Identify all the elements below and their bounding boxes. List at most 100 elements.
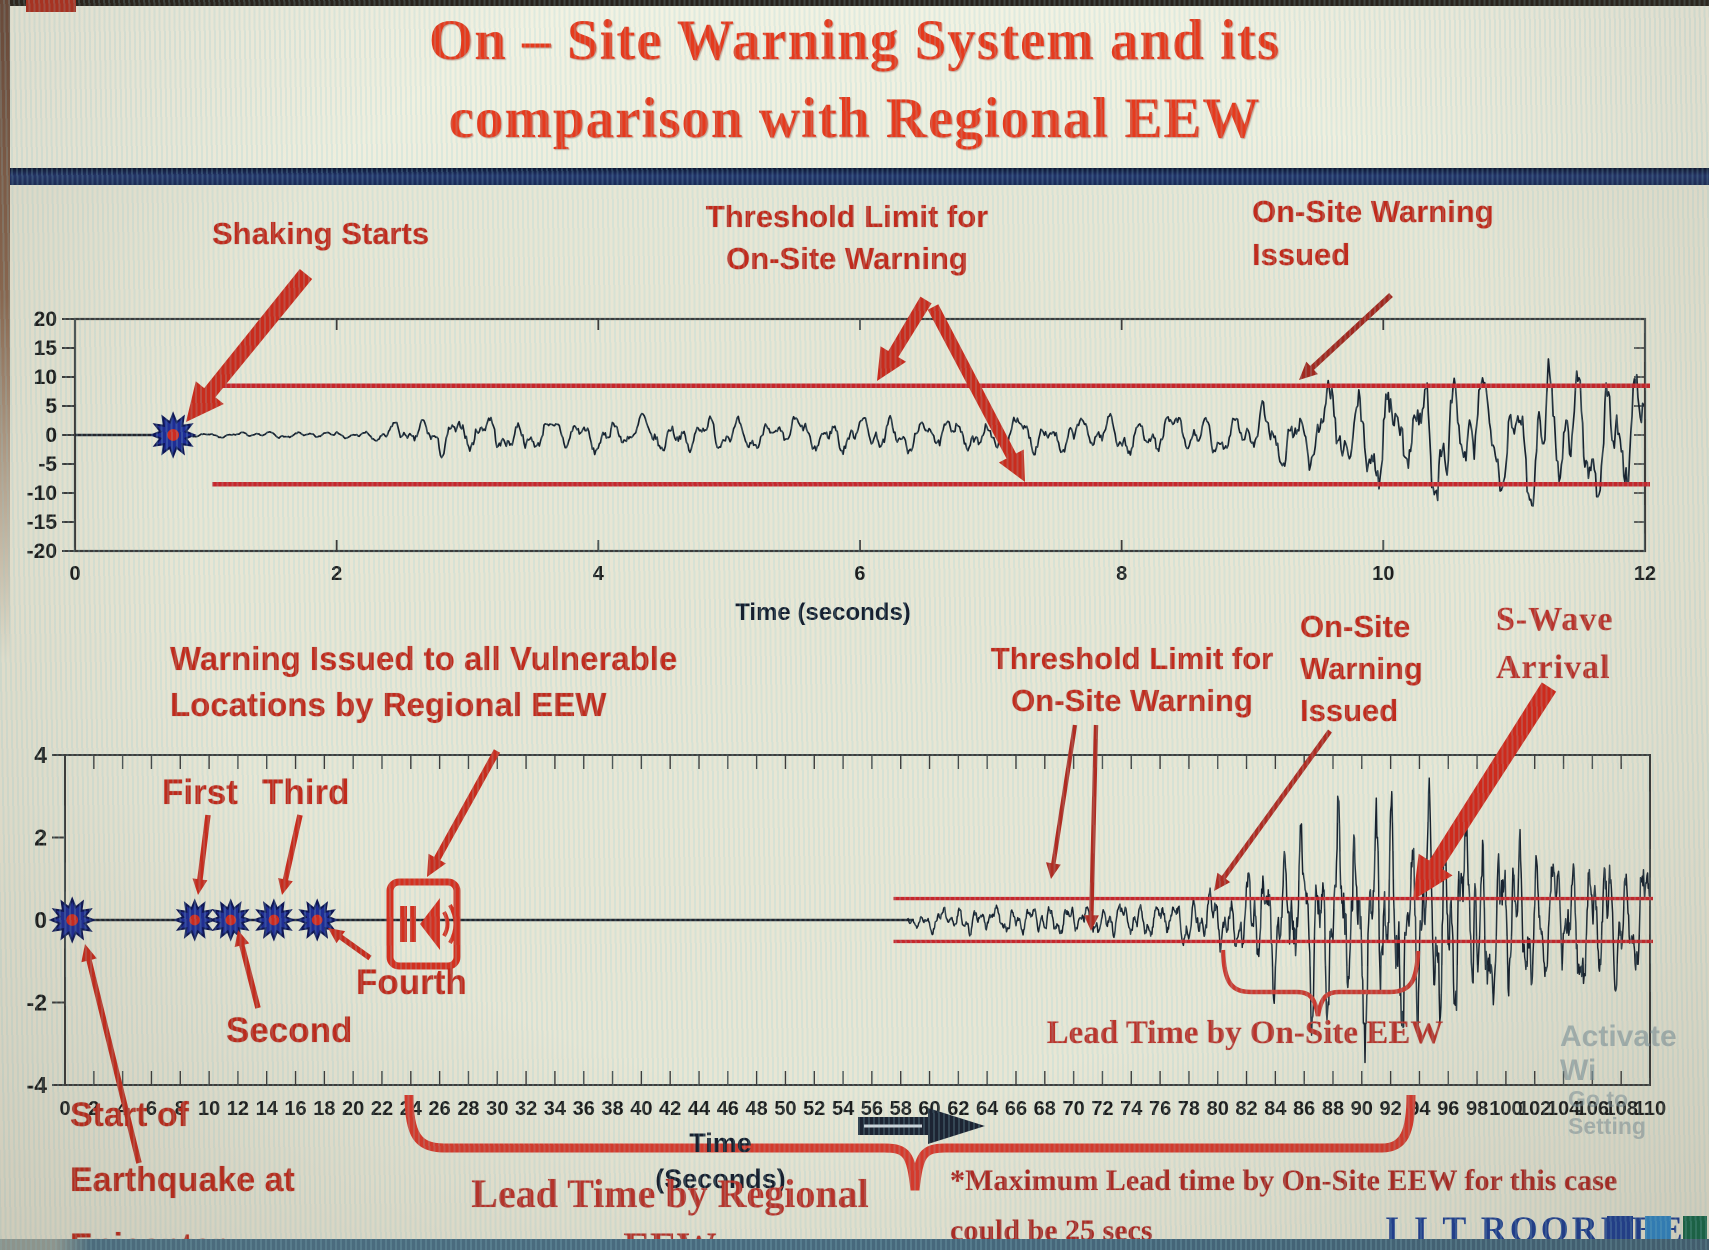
photo-edge-left [0,0,10,660]
tick-label: 104 [1547,1098,1581,1120]
label-onsite-issued-bottom: On-Site Warning Issued [1300,609,1423,728]
label-shaking-starts: Shaking Starts [212,216,430,251]
label-regional-warning: Warning Issued to all Vulnerable Locatio… [170,640,678,723]
tick-label: 76 [1149,1098,1171,1120]
brand-square-green [1683,1216,1707,1242]
tick-label: -15 [27,511,58,534]
photo-edge-top [0,0,1709,6]
top-chart: 20 15 10 5 0 -5 -10 -15 -20 0 2 4 6 8 10 12 [27,308,1656,585]
tick-label: 10 [198,1098,220,1120]
tick-label: 46 [717,1098,739,1120]
plot-frame [73,317,1647,553]
annotation-arrow [1046,724,1078,879]
tick-label: 30 [486,1098,508,1120]
tick-label: -20 [27,540,57,563]
tick-label: 82 [1235,1098,1257,1120]
title-divider-bar [0,168,1709,185]
annotation-arrow [328,928,372,961]
tick-label: 6 [854,563,865,585]
tick-label: 42 [659,1098,681,1120]
annotation-arrow [1413,682,1557,900]
annotation-arrow [186,269,313,422]
seismogram-waveform [907,777,1651,1064]
activate-watermark-line2: Go to Setting [1568,1086,1646,1139]
tick-label: 0 [45,424,57,447]
tick-label: -2 [27,990,47,1016]
tick-label: 64 [976,1098,999,1120]
tick-label: 20 [34,308,57,331]
annotation-arrow [192,814,211,895]
tick-label: 98 [1466,1098,1488,1120]
label-station-third: Third [262,773,350,812]
annotation-arrow [278,814,303,895]
label-threshold-top: Threshold Limit for On-Site Warning [705,199,989,276]
annotation-arrow [81,944,142,1164]
seismogram-waveform [173,358,1645,507]
tick-label: 6 [146,1098,157,1120]
tick-label: 78 [1178,1098,1200,1120]
label-epicenter: Start of Earthquake at Epicenter [70,1096,295,1250]
tick-label: 74 [1120,1098,1143,1120]
tick-label: 10 [34,366,57,389]
slide-title-line1: On – Site Warning System and its [428,9,1281,72]
title-band: On – Site Warning System and its compari… [0,0,1709,168]
tick-label: 0 [69,563,80,585]
tick-label: 90 [1351,1098,1373,1120]
tick-label: 58 [890,1098,912,1120]
label-max-lead-note: *Maximum Lead time by On-Site EEW for th… [950,1164,1618,1247]
tick-label: 2 [88,1098,99,1120]
tick-label: 2 [331,563,342,585]
tick-label: 106 [1576,1098,1609,1120]
label-station-second: Second [226,1011,353,1050]
tick-label: 32 [515,1098,537,1120]
tick-label: 92 [1380,1098,1402,1120]
photo-edge-red-mark [26,0,76,12]
tick-label: 0 [34,907,47,933]
tick-label: 8 [175,1098,186,1120]
tick-label: 54 [832,1098,855,1120]
tick-label: 22 [371,1098,393,1120]
tick-label: 18 [313,1098,335,1120]
tick-label: 68 [1034,1098,1056,1120]
time-axis-block-arrow [858,1108,985,1144]
annotation-arrow [1299,293,1393,380]
tick-label: -10 [27,482,57,505]
tick-label: 12 [1634,563,1656,585]
tick-label: -4 [27,1072,48,1098]
star-center-dot [66,914,79,926]
label-onsite-issued-top: On-Site Warning Issued [1252,194,1494,273]
star-center-dot [311,914,323,926]
star-center-dot [268,914,280,926]
tick-label: 72 [1091,1098,1113,1120]
bottom-chart-xlabel: Time (Seconds) [655,1128,786,1194]
tick-label: 44 [688,1098,711,1120]
tick-label: 5 [45,395,57,418]
annotation-arrows [81,269,1557,1164]
label-station-fourth: Fourth [356,963,467,1002]
tick-label: 8 [1116,563,1127,585]
slide-title-line2: comparison with Regional EEW [448,87,1261,150]
tick-label: 100 [1489,1098,1522,1120]
tick-label: 84 [1264,1098,1287,1120]
tick-label: 2 [34,825,47,851]
onsite-lead-brace [1220,949,1421,1017]
tick-label: 26 [429,1098,451,1120]
tick-label: 108 [1604,1098,1637,1120]
tick-label: 56 [861,1098,883,1120]
star-center-dot [167,429,180,441]
star-center-dot [189,914,201,926]
star-center-dot [225,914,237,926]
tick-label: 80 [1207,1098,1229,1120]
photo-edge-bottom [0,1239,1709,1250]
annotation-arrow [1083,724,1099,931]
tick-label: 10 [1372,563,1394,585]
tick-label: -5 [38,453,57,476]
bottom-chart: 420-2-40 2 4 6 8 10 12 14 16 18 20 22 24 26 28 30 32 34 36… [27,742,1667,1120]
tick-label: 16 [284,1098,306,1120]
tick-label: 102 [1518,1098,1551,1120]
label-swave-arrival: S-Wave Arrival [1496,601,1614,686]
tick-label: 110 [1634,1098,1666,1120]
activate-watermark-line1: Activate Wi [1560,1020,1677,1087]
